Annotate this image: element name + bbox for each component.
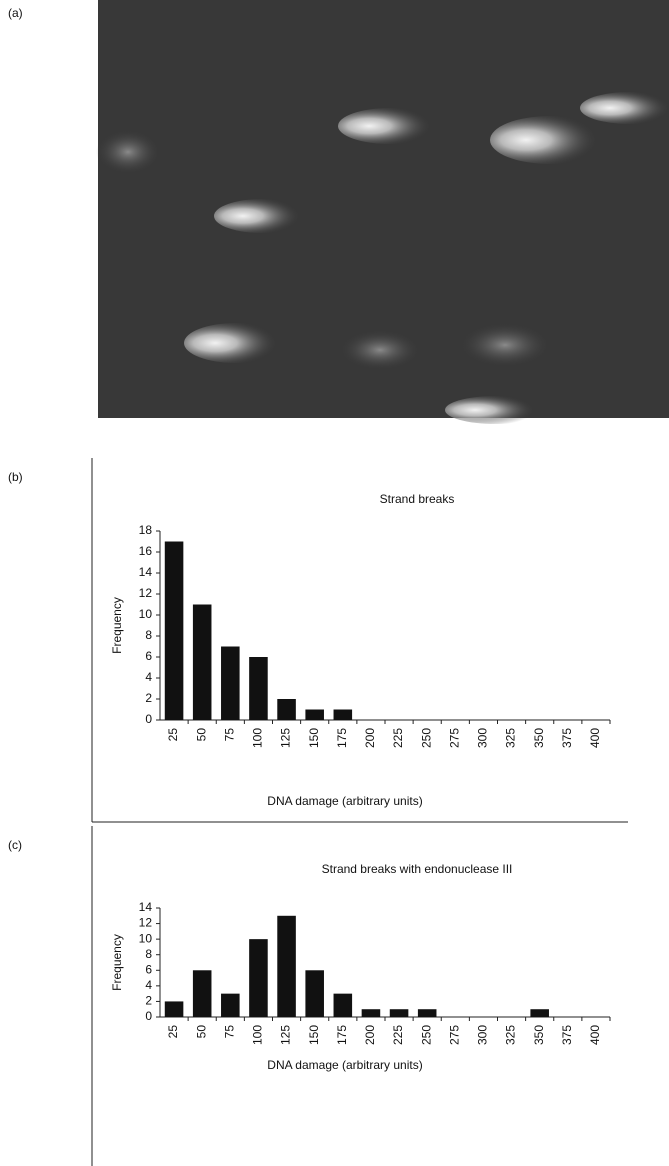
x-tick-label: 325 (504, 728, 518, 748)
x-tick-label: 250 (419, 728, 433, 748)
y-tick-label: 10 (139, 931, 153, 945)
micrograph (96, 0, 669, 424)
bar (361, 1009, 381, 1017)
x-tick-label: 350 (532, 728, 546, 748)
bar (221, 993, 240, 1017)
bar (164, 1001, 184, 1017)
bar (221, 646, 240, 720)
x-tick-label: 275 (447, 1025, 461, 1045)
panel-label: (a) (8, 6, 23, 20)
x-tick-label: 375 (560, 728, 574, 748)
y-tick-label: 6 (145, 962, 152, 976)
y-tick-label: 2 (145, 691, 152, 705)
x-tick-label: 350 (532, 1025, 546, 1045)
y-tick-label: 6 (145, 649, 152, 663)
bar (305, 709, 324, 720)
x-tick-label: 325 (504, 1025, 518, 1045)
x-tick-label: 300 (476, 728, 490, 748)
bar (389, 1009, 409, 1017)
y-tick-label: 4 (145, 670, 152, 684)
x-tick-label: 75 (222, 728, 236, 742)
bar (192, 604, 212, 720)
x-tick-label: 25 (166, 1025, 180, 1039)
y-tick-label: 8 (145, 947, 152, 961)
bar (249, 657, 268, 720)
y-tick-label: 0 (145, 1009, 152, 1023)
y-tick-label: 14 (139, 565, 153, 579)
x-tick-label: 25 (166, 728, 180, 742)
bar (333, 993, 353, 1017)
bar (530, 1009, 549, 1017)
x-tick-label: 175 (335, 1025, 349, 1045)
panel-label: (c) (8, 838, 22, 852)
bar (305, 970, 324, 1017)
bar (164, 541, 184, 720)
x-axis-label: DNA damage (arbitrary units) (267, 1058, 422, 1072)
x-tick-label: 100 (251, 728, 265, 748)
x-tick-label: 50 (194, 728, 208, 742)
x-tick-label: 150 (307, 1025, 321, 1045)
y-tick-label: 12 (139, 916, 153, 930)
x-tick-label: 225 (391, 728, 405, 748)
x-axis-label: DNA damage (arbitrary units) (267, 794, 422, 808)
x-tick-label: 125 (279, 728, 293, 748)
y-axis-label: Frequency (110, 597, 124, 654)
y-tick-label: 4 (145, 978, 152, 992)
x-tick-label: 225 (391, 1025, 405, 1045)
x-tick-label: 275 (447, 728, 461, 748)
y-tick-label: 10 (139, 607, 153, 621)
x-tick-label: 100 (251, 1025, 265, 1045)
x-tick-label: 375 (560, 1025, 574, 1045)
y-tick-label: 16 (139, 544, 153, 558)
y-tick-label: 0 (145, 712, 152, 726)
x-tick-label: 400 (588, 728, 602, 748)
bar (417, 1009, 437, 1017)
chart-title: Strand breaks with endonuclease III (322, 862, 513, 876)
x-tick-label: 400 (588, 1025, 602, 1045)
bar (192, 970, 212, 1017)
panel-label: (b) (8, 470, 23, 484)
bar (333, 709, 353, 720)
x-tick-label: 125 (279, 1025, 293, 1045)
x-tick-label: 200 (363, 1025, 377, 1045)
x-tick-label: 175 (335, 728, 349, 748)
y-tick-label: 14 (139, 900, 153, 914)
x-tick-label: 200 (363, 728, 377, 748)
bar (277, 915, 296, 1017)
bar (249, 939, 268, 1017)
chart-title: Strand breaks (380, 492, 455, 506)
x-tick-label: 75 (222, 1025, 236, 1039)
y-tick-label: 18 (139, 523, 153, 537)
y-tick-label: 12 (139, 586, 153, 600)
x-tick-label: 150 (307, 728, 321, 748)
bar (277, 699, 296, 720)
x-tick-label: 50 (194, 1025, 208, 1039)
y-tick-label: 8 (145, 628, 152, 642)
x-tick-label: 250 (419, 1025, 433, 1045)
x-tick-label: 300 (476, 1025, 490, 1045)
y-axis-label: Frequency (110, 934, 124, 991)
y-tick-label: 2 (145, 994, 152, 1008)
